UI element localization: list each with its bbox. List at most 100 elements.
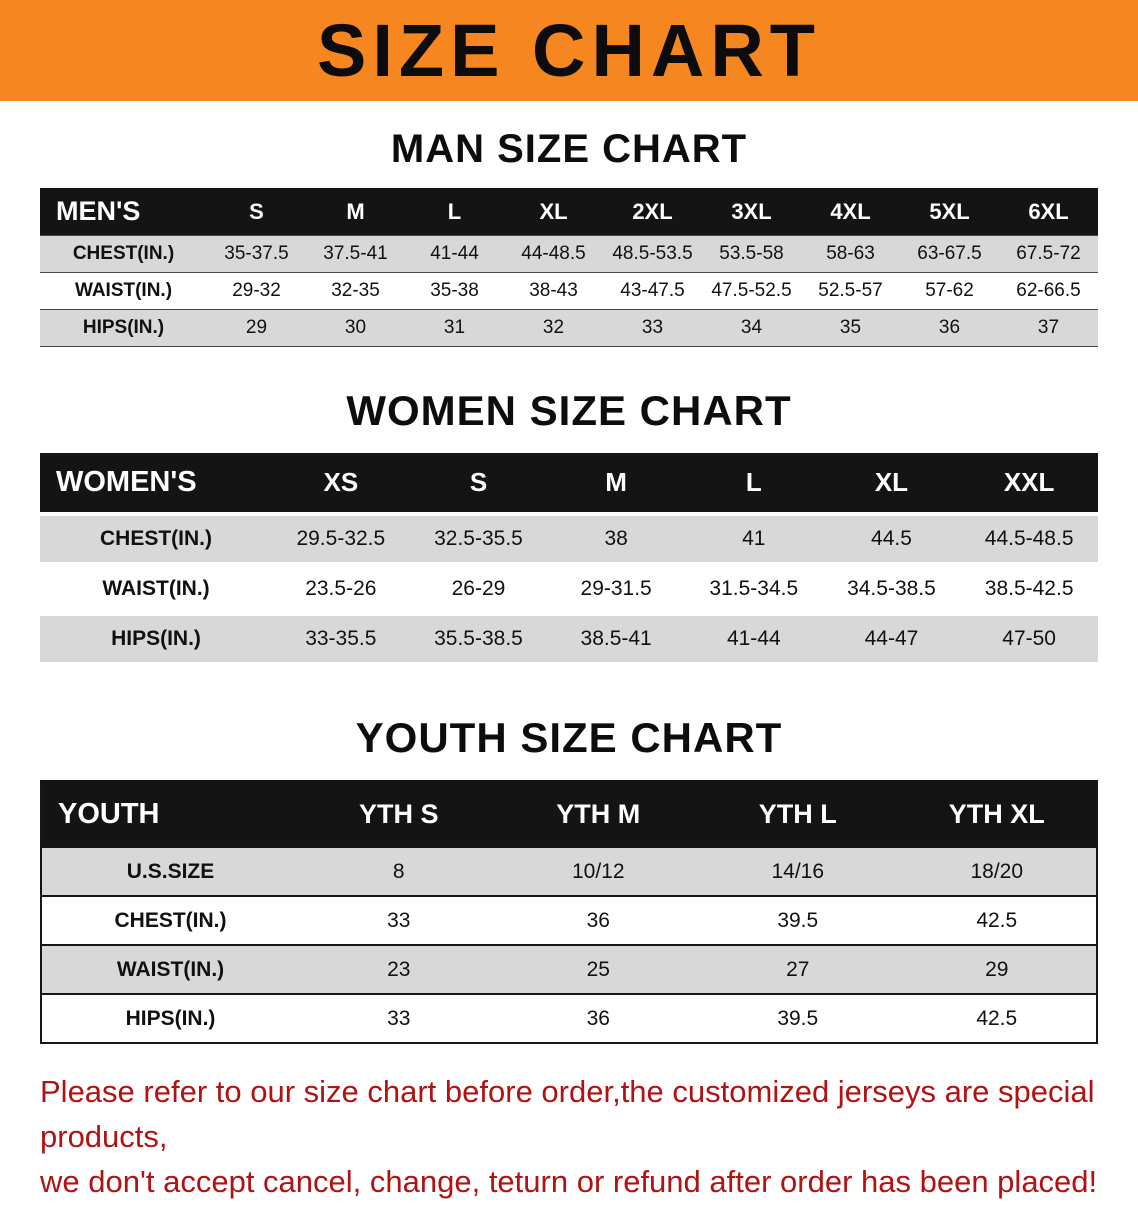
value-cell: 63-67.5	[917, 243, 982, 264]
row-label-cell: WAIST(IN.)	[116, 957, 225, 981]
value-cell: 44.5	[871, 527, 912, 550]
women-size-chart-heading: WOMEN SIZE CHART	[346, 387, 792, 434]
table-row: CHEST(IN.) 29.5-32.5 32.5-35.5 38 41 44.5 44.5…	[40, 514, 1098, 564]
value-cell: 29-31.5	[580, 577, 652, 600]
size-header-cell: 3XL	[702, 188, 801, 236]
value-cell: 36	[938, 317, 961, 338]
value-cell: 33	[387, 1006, 411, 1030]
value-cell: 34	[740, 317, 763, 338]
value-cell: 31	[443, 317, 466, 338]
value-cell: 36	[586, 908, 610, 932]
table-title-cell: YOUTH	[41, 781, 299, 847]
value-cell: 38	[604, 527, 628, 550]
size-header-cell: XS	[272, 453, 410, 514]
youth-size-chart-heading: YOUTH SIZE CHART	[355, 714, 783, 761]
value-cell: 39.5	[777, 908, 819, 932]
table-header-row: YOUTH YTH S YTH M YTH L YTH XL	[41, 781, 1097, 847]
value-cell: 39.5	[777, 1006, 819, 1030]
value-cell: 30	[344, 317, 367, 338]
size-header-cell: 2XL	[603, 188, 702, 236]
value-cell: 47-50	[1002, 627, 1056, 650]
row-label-cell: HIPS(IN.)	[82, 317, 165, 338]
row-label-cell: HIPS(IN.)	[125, 1006, 216, 1030]
youth-size-chart-section: YOUTH SIZE CHART YOUTH YTH S YTH M YTH L YTH…	[0, 714, 1138, 1044]
value-cell: 8	[392, 859, 405, 883]
value-cell: 25	[586, 957, 610, 981]
table-row: HIPS(IN.) 29 30 31 32 33 34 35 36 37	[40, 309, 1098, 347]
size-header-cell: M	[306, 188, 405, 236]
value-cell: 37.5-41	[323, 243, 388, 264]
value-cell: 34.5-38.5	[847, 577, 936, 600]
value-cell: 44.5-48.5	[984, 527, 1074, 550]
value-cell: 33	[641, 317, 664, 338]
table-row: CHEST(IN.) 33 36 39.5 42.5	[41, 896, 1097, 945]
value-cell: 42.5	[976, 908, 1018, 932]
size-header-cell: XL	[504, 188, 603, 236]
row-label-cell: WAIST(IN.)	[102, 577, 210, 600]
man-size-chart-section: MAN SIZE CHART MEN'S S M L XL 2XL 3XL 4XL 5XL 6XL…	[0, 127, 1138, 347]
value-cell: 44-47	[864, 627, 919, 650]
value-cell: 23	[387, 957, 411, 981]
value-cell: 29.5-32.5	[296, 527, 386, 550]
value-cell: 58-63	[826, 243, 875, 264]
size-header-cell: S	[207, 188, 306, 236]
value-cell: 36	[586, 1006, 610, 1030]
value-cell: 67.5-72	[1016, 243, 1081, 264]
size-header-cell: 6XL	[999, 188, 1098, 236]
value-cell: 33-35.5	[305, 627, 377, 650]
value-cell: 29	[245, 317, 268, 338]
size-header-cell: XL	[822, 453, 961, 514]
value-cell: 42.5	[976, 1006, 1018, 1030]
value-cell: 41	[742, 527, 766, 550]
table-title-cell: MEN'S	[40, 188, 207, 236]
table-row: HIPS(IN.) 33 36 39.5 42.5	[41, 994, 1097, 1043]
table-header-row: WOMEN'S XS S M L XL XXL	[40, 453, 1098, 514]
table-header-row: MEN'S S M L XL 2XL 3XL 4XL 5XL 6XL	[40, 188, 1098, 236]
size-header-cell: YTH L	[698, 781, 898, 847]
value-cell: 53.5-58	[719, 243, 784, 264]
disclaimer: Please refer to our size chart before or…	[0, 1070, 1138, 1205]
youth-size-table: YOUTH YTH S YTH M YTH L YTH XL U.S.SIZE 8 10/12…	[40, 780, 1098, 1044]
value-cell: 44-48.5	[521, 243, 586, 264]
value-cell: 33	[387, 908, 411, 932]
value-cell: 41-44	[430, 243, 479, 264]
banner: SIZE CHART	[0, 0, 1138, 101]
value-cell: 47.5-52.5	[711, 280, 792, 301]
value-cell: 35.5-38.5	[434, 627, 523, 650]
table-row: WAIST(IN.) 23.5-26 26-29 29-31.5 31.5-34.5 34…	[40, 564, 1098, 614]
value-cell: 35	[839, 317, 862, 338]
value-cell: 57-62	[925, 280, 974, 301]
table-row: WAIST(IN.) 29-32 32-35 35-38 38-43 43-47.5 47.…	[40, 272, 1098, 310]
table-row: CHEST(IN.) 35-37.5 37.5-41 41-44 44-48.5 48.5…	[40, 235, 1098, 273]
value-cell: 62-66.5	[1016, 280, 1081, 301]
value-cell: 18/20	[970, 859, 1024, 883]
value-cell: 29-32	[232, 280, 281, 301]
size-header-cell: 4XL	[801, 188, 900, 236]
value-cell: 32.5-35.5	[434, 527, 523, 550]
table-title-cell: WOMEN'S	[40, 453, 272, 514]
size-header-cell: 5XL	[900, 188, 999, 236]
value-cell: 38-43	[529, 280, 578, 301]
size-header-cell: M	[547, 453, 685, 514]
size-header-cell: L	[405, 188, 504, 236]
value-cell: 35-37.5	[224, 243, 289, 264]
value-cell: 29	[985, 957, 1009, 981]
row-label-cell: CHEST(IN.)	[72, 243, 175, 264]
value-cell: 26-29	[451, 577, 506, 600]
disclaimer-line-1: Please refer to our size chart before or…	[40, 1074, 1095, 1154]
size-header-cell: S	[409, 453, 548, 514]
value-cell: 37	[1037, 317, 1060, 338]
size-header-cell: L	[684, 453, 823, 514]
value-cell: 43-47.5	[620, 280, 685, 301]
page-title: SIZE CHART	[317, 9, 821, 92]
women-size-table: WOMEN'S XS S M L XL XXL CHEST(IN.) 29.5-32.5 32.5…	[40, 453, 1098, 662]
row-label-cell: CHEST(IN.)	[100, 527, 212, 550]
table-row: HIPS(IN.) 33-35.5 35.5-38.5 38.5-41 41-44 44-…	[40, 614, 1098, 662]
value-cell: 31.5-34.5	[709, 577, 799, 600]
value-cell: 38.5-41	[580, 627, 652, 650]
value-cell: 23.5-26	[305, 577, 377, 600]
value-cell: 27	[786, 957, 810, 981]
men-size-table: MEN'S S M L XL 2XL 3XL 4XL 5XL 6XL CHEST(IN.) 35-37…	[40, 188, 1098, 347]
value-cell: 38.5-42.5	[984, 577, 1074, 600]
